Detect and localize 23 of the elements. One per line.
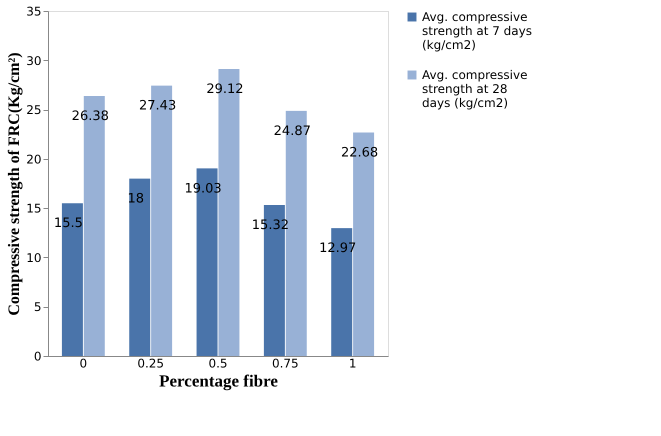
data-label: 24.87: [274, 124, 311, 139]
legend-label: Avg. compressive strength at 7 days (kg/cm2): [422, 10, 532, 52]
x-axis-title: Percentage fibre: [159, 372, 278, 390]
y-tick-label: 15: [26, 202, 42, 216]
data-label: 29.12: [206, 82, 244, 97]
data-label: 22.68: [340, 145, 378, 160]
x-tick-label: 0.25: [137, 356, 164, 370]
x-tick-label: 0.5: [208, 356, 228, 370]
y-tick-label: 20: [26, 152, 42, 166]
y-axis-title: Compressive strength of FRC(Kg/cm²): [6, 52, 24, 316]
y-tick-label: 25: [26, 103, 42, 118]
legend-label: Avg. compressive strength at 28 days (kg/cm2): [422, 68, 528, 110]
y-tick-label: 35: [26, 4, 42, 18]
data-label: 18: [127, 192, 144, 207]
x-tick-label: 0.75: [272, 356, 299, 370]
x-tick-label: 0: [80, 356, 88, 370]
x-tick-label: 1: [348, 356, 356, 370]
data-label: 27.43: [139, 98, 176, 114]
data-label: 26.38: [72, 108, 109, 124]
y-tick-label: 10: [26, 250, 42, 265]
y-tick-label: 5: [34, 300, 42, 314]
bar: [129, 178, 150, 356]
y-tick-label: 30: [26, 54, 42, 68]
